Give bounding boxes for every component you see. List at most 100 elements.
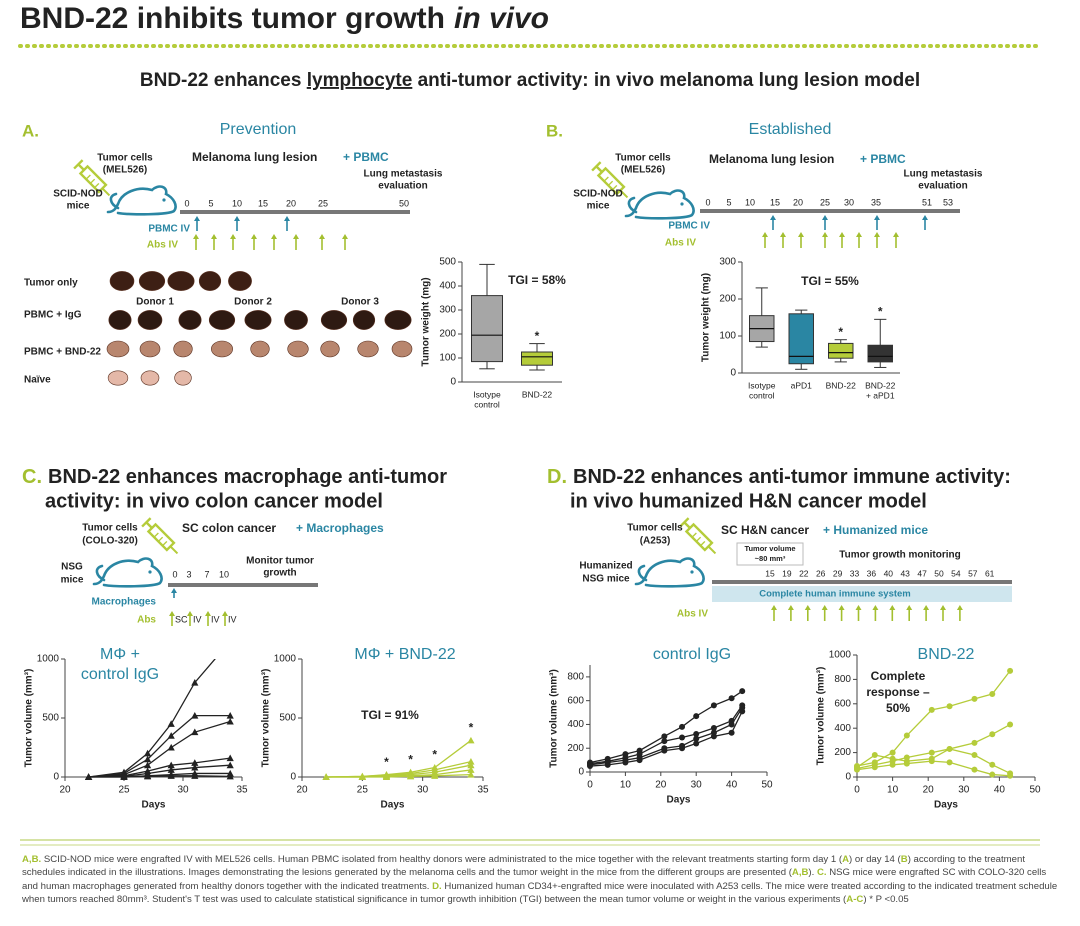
footnote-text: NSG mice were engrafted SC with COLO-320…: [22, 867, 1047, 892]
timeline-label: 10: [232, 198, 242, 208]
y-tick-label: 400: [439, 281, 456, 292]
marker: [946, 745, 953, 752]
lung-lesion: [137, 310, 163, 330]
chart-title: MΦ + BND-22: [354, 646, 455, 663]
panel-heading: Established: [749, 121, 832, 138]
marker: [679, 734, 686, 741]
marker: [467, 758, 475, 765]
y-tick-label: 200: [567, 743, 584, 754]
y-tick-label: 0: [450, 377, 456, 388]
timeline-label: 43: [900, 568, 910, 578]
arrow-head: [293, 234, 299, 239]
label: Lung metastasis: [364, 169, 443, 180]
y-tick-label: 200: [719, 294, 736, 305]
x-tick-label: 30: [417, 785, 429, 796]
marker: [693, 740, 700, 747]
donor-label: Donor 2: [234, 297, 272, 308]
significance: *: [878, 305, 883, 319]
marker: [467, 736, 475, 744]
marker: [226, 754, 234, 762]
timeline-label: 25: [820, 197, 830, 207]
timeline-label: 0: [184, 198, 189, 208]
arrow-head: [956, 605, 963, 610]
x-tick-label: + aPD1: [866, 390, 895, 400]
subtitle: BND-22 enhances lymphocyte anti-tumor ac…: [140, 70, 920, 91]
marker: [144, 761, 152, 769]
x-axis-label: Days: [142, 800, 166, 811]
marker: [661, 733, 668, 740]
y-axis-label: Tumor weight (mg): [701, 273, 712, 362]
label: Melanoma lung lesion: [709, 152, 834, 166]
arrow-head: [194, 216, 200, 221]
group-label: Naïve: [24, 375, 51, 386]
marker: [728, 729, 735, 736]
marker: [989, 761, 996, 768]
arrow-head: [838, 605, 845, 610]
lung-lesion: [208, 310, 236, 330]
marker: [728, 695, 735, 702]
arrow-head: [822, 215, 828, 220]
marker: [903, 732, 910, 739]
footnote-text: ).: [808, 867, 817, 879]
marker: [358, 773, 366, 780]
marker: [144, 755, 152, 763]
lung-lesion: [228, 271, 252, 291]
label: SCID-NOD: [573, 189, 622, 200]
series-line: [326, 773, 471, 778]
subtitle-underlined: lymphocyte: [307, 70, 413, 91]
marker: [971, 739, 978, 746]
marker: [871, 764, 878, 771]
timeline-label: 3: [186, 569, 191, 579]
label: evaluation: [378, 181, 427, 192]
x-axis-label: Days: [381, 800, 405, 811]
marker: [928, 758, 935, 765]
donor-label: Donor 1: [136, 297, 174, 308]
arrow-head: [770, 215, 776, 220]
y-tick-label: 1000: [37, 654, 60, 665]
arrow-head: [787, 605, 794, 610]
x-tick-label: 50: [761, 780, 773, 791]
x-tick-label: 40: [726, 780, 738, 791]
footnote-text: ) * P <0.05: [863, 894, 909, 906]
y-axis-label: Tumor volume (mm³): [816, 667, 827, 766]
panel-letter: D.: [547, 466, 567, 488]
series-line: [589, 690, 743, 764]
marker: [854, 766, 860, 773]
y-axis-label: Tumor volume (mm³): [549, 669, 560, 768]
marker: [971, 766, 978, 773]
arrow-head: [319, 234, 325, 239]
significance: *: [408, 752, 413, 766]
arrow-head: [821, 605, 828, 610]
timeline-label: 5: [726, 197, 731, 207]
footnote-text: SCID-NOD mice were engrafted IV with MEL…: [41, 854, 843, 865]
timeline-label: 30: [844, 197, 854, 207]
label: Humanized: [579, 561, 632, 572]
arrow-head: [893, 232, 899, 237]
timeline-label: 10: [745, 197, 755, 207]
y-tick-label: 0: [845, 772, 851, 783]
mouse-icon: [624, 189, 695, 220]
label: PBMC IV: [148, 224, 190, 235]
marker: [226, 761, 234, 769]
label: + Humanized mice: [823, 523, 928, 537]
label: Lung metastasis: [904, 169, 983, 180]
footnote: A,B. SCID-NOD mice were engrafted IV wit…: [22, 853, 1058, 907]
label: Monitor tumor: [246, 556, 314, 567]
x-tick-label: control: [474, 399, 500, 409]
marker: [739, 688, 746, 695]
arrow-head: [251, 234, 257, 239]
box: [867, 344, 893, 363]
marker: [636, 757, 643, 764]
timeline-label: 25: [318, 198, 328, 208]
label: Tumor cells: [615, 153, 671, 164]
mouse-icon: [106, 185, 177, 216]
marker: [191, 772, 199, 779]
arrow-head: [906, 605, 913, 610]
y-tick-label: 1000: [829, 650, 852, 661]
y-tick-label: 100: [439, 353, 456, 364]
x-tick-label: 35: [236, 785, 248, 796]
x-tick-label: 20: [655, 780, 667, 791]
x-axis-label: Days: [934, 800, 958, 811]
arrow-head: [889, 605, 896, 610]
label: Complete human immune system: [759, 589, 911, 600]
